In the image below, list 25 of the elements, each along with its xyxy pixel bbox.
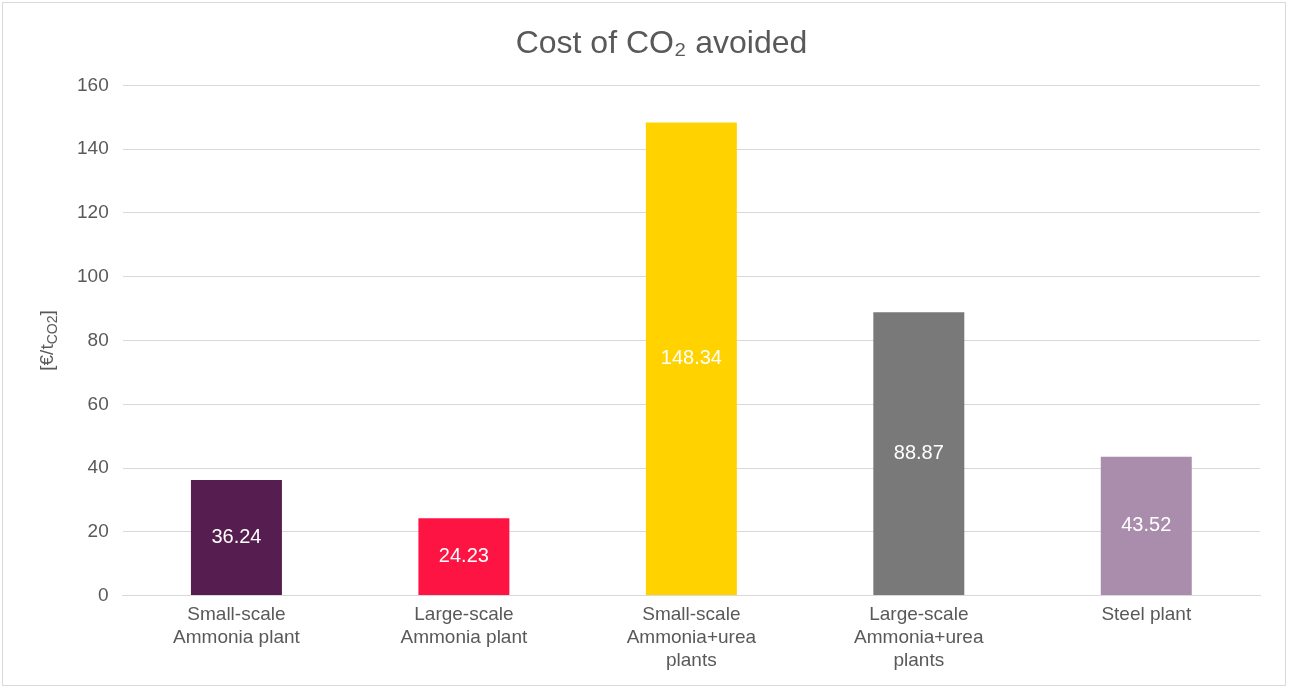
y-tick-label: 60 bbox=[87, 392, 109, 414]
y-tick-label: 0 bbox=[98, 583, 109, 605]
data-label: 43.52 bbox=[1121, 513, 1172, 536]
y-tick-label: 40 bbox=[87, 456, 109, 478]
bar bbox=[190, 480, 282, 596]
y-tick-label: 20 bbox=[87, 520, 109, 542]
data-label: 24.23 bbox=[438, 544, 489, 567]
x-tick-label: Small-scale Ammonia plant bbox=[173, 603, 301, 648]
bar bbox=[645, 122, 737, 596]
bar bbox=[1100, 456, 1192, 596]
bar bbox=[418, 518, 510, 596]
data-label: 148.34 bbox=[660, 346, 722, 369]
x-tick-label: Steel plant bbox=[1101, 603, 1192, 625]
x-tick-label: Large-scale Ammonia+urea plants bbox=[854, 603, 984, 670]
x-tick-label: Small-scale Ammonia+urea plants bbox=[626, 603, 757, 670]
y-tick-label: 80 bbox=[87, 328, 109, 350]
data-label: 36.24 bbox=[211, 525, 262, 548]
y-tick-label: 100 bbox=[77, 264, 109, 286]
y-tick-label: 120 bbox=[77, 201, 109, 223]
data-label: 88.87 bbox=[893, 441, 944, 464]
x-tick-label: Large-scale Ammonia plant bbox=[400, 603, 528, 648]
y-tick-label: 160 bbox=[77, 73, 109, 95]
y-tick-label: 140 bbox=[77, 137, 109, 159]
chart-title: Cost of CO₂ avoided bbox=[515, 24, 808, 61]
bar bbox=[873, 312, 965, 596]
